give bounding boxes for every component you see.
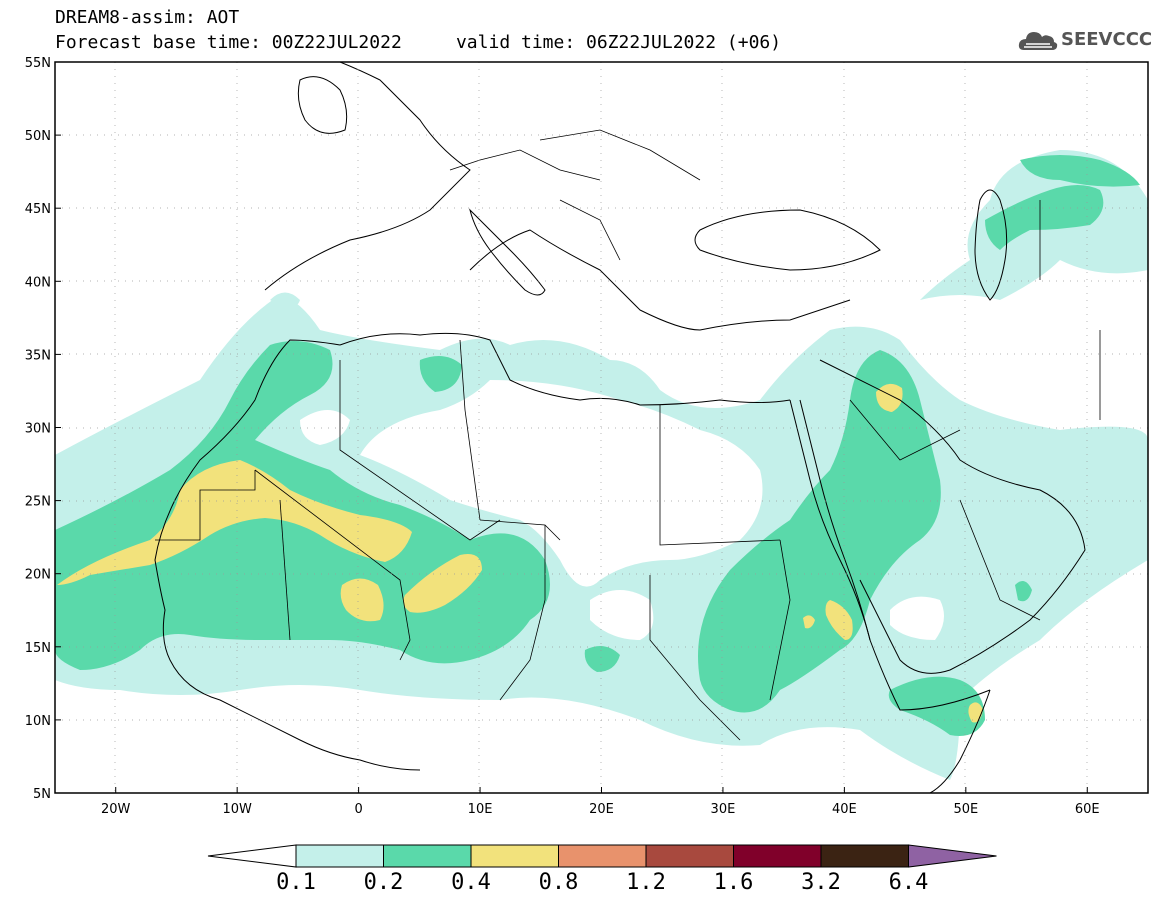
lat-tick-label: 35N: [25, 348, 51, 363]
colorbar-high-arrow: [908, 844, 997, 868]
aot-band-0-4: [57, 383, 983, 723]
map-title: DREAM8-assim: AOT: [55, 7, 240, 28]
colorbar-label: 0.8: [539, 870, 579, 895]
aot-clear-areas: [215, 326, 1148, 640]
colorbar-label: 0.4: [451, 870, 491, 895]
coastlines: [154, 62, 1086, 793]
lat-tick-label: 45N: [25, 202, 51, 217]
colorbar-label: 3.2: [801, 870, 841, 895]
lat-tick-label: 15N: [25, 641, 51, 656]
lat-tick-label: 40N: [25, 275, 51, 290]
logo-text: SEEVCCC: [1061, 29, 1153, 50]
lat-tick-label: 25N: [25, 495, 51, 510]
lat-tick-label: 50N: [25, 129, 51, 144]
lon-tick-label: 60E: [1075, 802, 1100, 817]
colorbar-bin: [295, 844, 384, 868]
colorbar-label: 0.1: [276, 870, 316, 895]
lon-tick-label: 20E: [589, 802, 614, 817]
lat-tick-label: 5N: [33, 787, 51, 802]
colorbar-label: 1.6: [714, 870, 754, 895]
forecast-times: Forecast base time: 00Z22JUL2022 valid t…: [55, 32, 782, 53]
lon-tick-label: 50E: [953, 802, 978, 817]
colorbar-label: 1.2: [626, 870, 666, 895]
lat-tick-label: 30N: [25, 422, 51, 437]
longitude-axis: 20W 10W 0 10E 20E 30E 40E 50E 60E: [101, 787, 1100, 817]
lon-tick-label: 30E: [711, 802, 736, 817]
colorbar-bin: [645, 844, 734, 868]
lon-tick-label: 20W: [101, 802, 131, 817]
country-borders: [155, 129, 1101, 741]
colorbar-low-arrow: [207, 844, 297, 868]
lon-tick-label: 0: [354, 802, 362, 817]
colorbar-bin: [733, 844, 822, 868]
lon-tick-label: 40E: [832, 802, 857, 817]
colorbar-bin: [383, 844, 472, 868]
seevccc-logo: SEEVCCC: [1018, 26, 1158, 56]
lon-tick-label: 10E: [468, 802, 493, 817]
colorbar-label: 0.2: [364, 870, 404, 895]
lat-tick-label: 10N: [25, 714, 51, 729]
colorbar-label: 6.4: [889, 870, 929, 895]
colorbar-bin: [820, 844, 909, 868]
lat-tick-label: 55N: [25, 56, 51, 71]
lon-tick-label: 10W: [222, 802, 252, 817]
lat-tick-label: 20N: [25, 568, 51, 583]
colorbar-bin: [558, 844, 647, 868]
cloud-icon: [1018, 32, 1058, 50]
colorbar-bin: [470, 844, 559, 868]
latitude-axis: 55N 50N 45N 40N 35N 30N 25N 20N 15N 10N 5N: [25, 56, 61, 802]
graticule: [55, 62, 1148, 793]
